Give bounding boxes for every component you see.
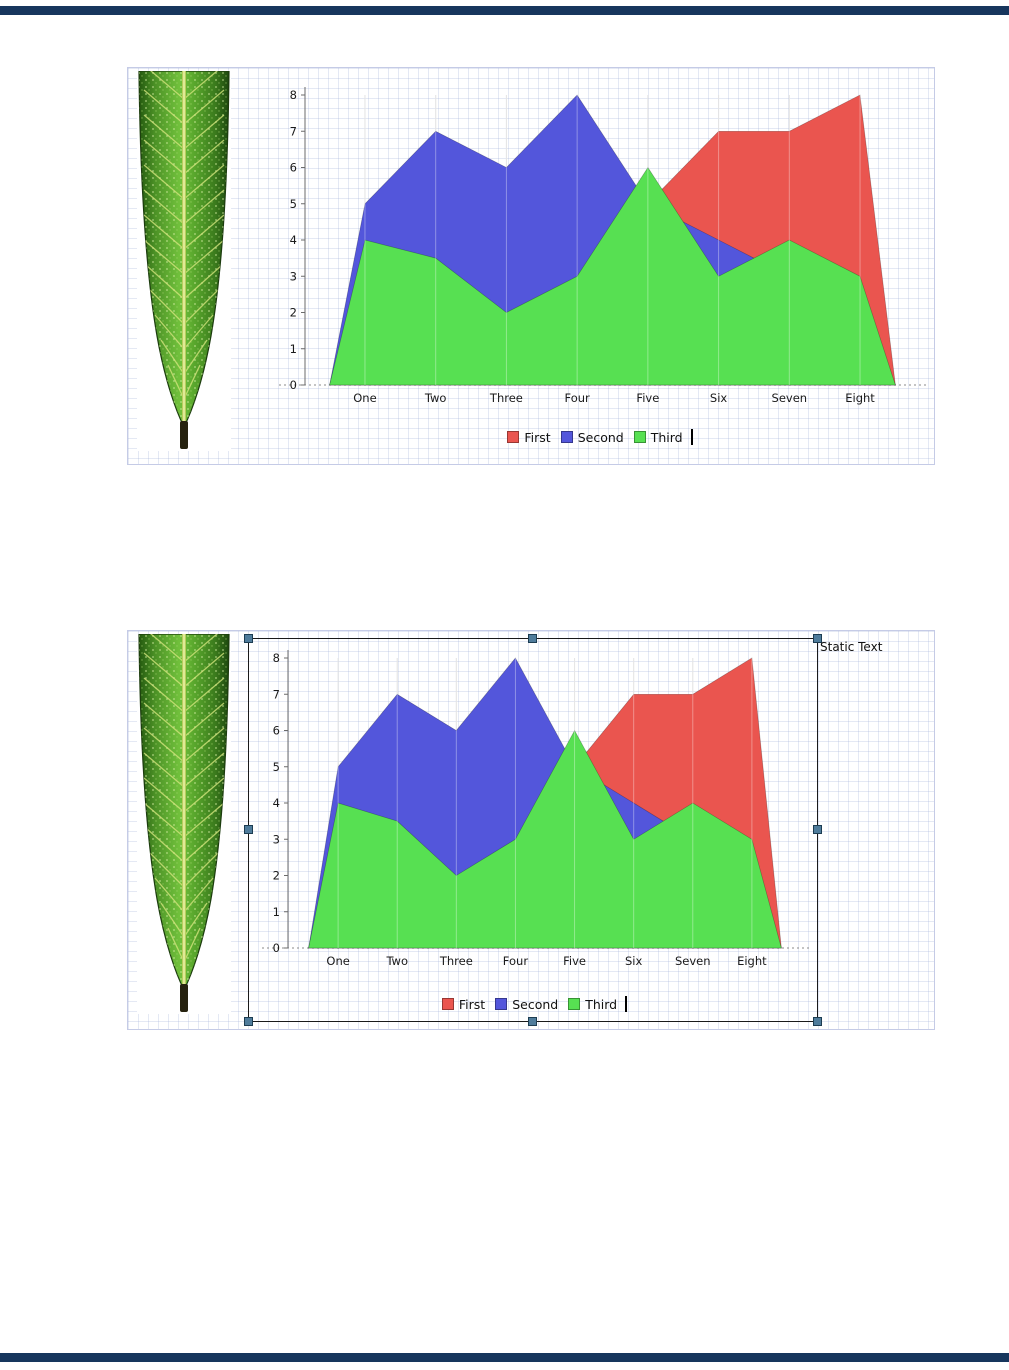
legend-swatch	[560, 431, 573, 443]
legend-label: First	[458, 996, 486, 1012]
y-tick-label: 3	[290, 269, 297, 283]
y-tick-label: 8	[290, 88, 297, 102]
legend-label: Second	[512, 996, 559, 1012]
selection-handle-bottom-left[interactable]	[244, 1017, 253, 1026]
x-category-label: Five	[563, 954, 586, 968]
document-header-rule	[0, 6, 1009, 15]
x-category-label: Four	[565, 391, 591, 405]
x-category-label: Four	[503, 954, 529, 968]
legend-item-third: Third	[568, 997, 617, 1012]
selection-handle-bottom-middle[interactable]	[528, 1017, 537, 1026]
x-category-label: Eight	[737, 954, 767, 968]
x-category-label: Five	[636, 391, 659, 405]
document-footer-rule	[0, 1353, 1009, 1362]
selection-handle-middle-right[interactable]	[813, 825, 822, 834]
y-tick-label: 6	[290, 161, 297, 175]
y-tick-label: 6	[273, 724, 280, 738]
legend-item-first: First	[507, 429, 551, 445]
leaf-image[interactable]	[137, 71, 231, 451]
selection-frame[interactable]	[244, 634, 822, 1026]
legend-swatch	[495, 998, 508, 1010]
x-category-label: Three	[439, 954, 473, 968]
area-series-third	[308, 729, 782, 949]
y-tick-label: 1	[273, 905, 280, 919]
text-cursor	[690, 429, 693, 445]
text-cursor	[625, 996, 628, 1012]
x-category-label: Six	[710, 391, 727, 405]
legend-swatch	[441, 998, 454, 1010]
selection-handle-bottom-right[interactable]	[813, 1017, 822, 1026]
legend-swatch	[568, 998, 581, 1010]
selection-handle-top-left[interactable]	[244, 634, 253, 643]
leaf-image[interactable]	[137, 634, 231, 1014]
y-tick-label: 0	[290, 378, 297, 392]
x-category-label: Seven	[772, 391, 808, 405]
chart-legend: First Second Third	[252, 995, 812, 1013]
legend-item-second: Second	[495, 997, 558, 1012]
y-tick-label: 5	[273, 760, 280, 774]
x-category-label: One	[353, 391, 376, 405]
x-category-label: Two	[385, 954, 408, 968]
selection-handle-top-right[interactable]	[813, 634, 822, 643]
y-tick-label: 2	[290, 306, 297, 320]
legend-swatch	[633, 431, 646, 443]
y-tick-label: 2	[273, 869, 280, 883]
y-tick-label: 3	[273, 832, 280, 846]
y-tick-label: 7	[290, 124, 297, 138]
legend-label: Second	[577, 429, 624, 445]
x-category-label: Two	[424, 391, 447, 405]
y-tick-label: 0	[273, 941, 280, 955]
x-category-label: Seven	[675, 954, 711, 968]
x-category-label: One	[326, 954, 349, 968]
area-chart[interactable]: 0 1 2 3 4 5 6 7 8 One Two Three Four Five Six Seven Eigh…	[265, 73, 930, 415]
legend-label: First	[524, 429, 551, 445]
selection-handle-middle-left[interactable]	[244, 825, 253, 834]
legend-item-first: First	[441, 996, 486, 1012]
legend-swatch	[507, 431, 520, 443]
y-tick-label: 5	[290, 197, 297, 211]
y-tick-label: 4	[290, 233, 297, 247]
legend-item-second: Second	[560, 429, 624, 445]
area-series-third	[329, 166, 896, 386]
legend-item-third: Third	[633, 429, 683, 445]
selection-handle-top-middle[interactable]	[528, 634, 537, 643]
y-tick-label: 1	[290, 342, 297, 356]
x-category-label: Eight	[845, 391, 875, 405]
x-category-label: Three	[489, 391, 523, 405]
y-tick-label: 7	[273, 687, 280, 701]
legend-label: Third	[650, 429, 683, 445]
legend-label: Third	[585, 996, 618, 1012]
y-tick-label: 4	[273, 796, 280, 810]
chart-legend: First Second Third	[265, 428, 930, 446]
static-text-element[interactable]: Static Text	[820, 640, 883, 654]
area-chart-selected[interactable]: 0 1 2 3 4 5 6 7 8 One Two Three Four Five Six Seven Eigh…	[252, 646, 812, 978]
x-category-label: Six	[625, 954, 642, 968]
y-tick-label: 8	[273, 651, 280, 665]
